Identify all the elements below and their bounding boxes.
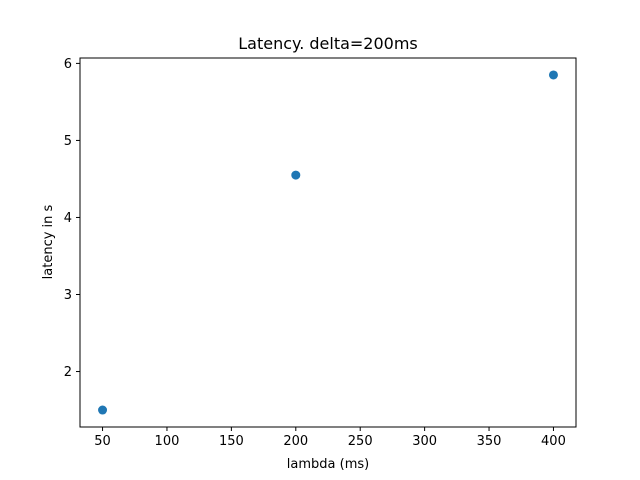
- y-axis-ticks: 2 3 4 5 6: [64, 57, 80, 380]
- y-tick-label: 6: [64, 57, 72, 72]
- x-axis-label: lambda (ms): [287, 457, 369, 472]
- x-tick-label: 250: [348, 434, 373, 449]
- y-tick-label: 2: [64, 365, 72, 380]
- x-tick-label: 400: [541, 434, 566, 449]
- scatter-point: [98, 405, 108, 415]
- x-tick-label: 100: [155, 434, 180, 449]
- scatter-point: [291, 170, 301, 180]
- x-tick-label: 200: [283, 434, 308, 449]
- data-points: [98, 70, 558, 415]
- x-tick-label: 150: [219, 434, 244, 449]
- x-tick-label: 50: [94, 434, 111, 449]
- scatter-point: [548, 70, 558, 80]
- y-tick-label: 4: [64, 211, 72, 226]
- chart-title: Latency. delta=200ms: [238, 34, 418, 53]
- y-tick-label: 5: [64, 134, 72, 149]
- y-tick-label: 3: [64, 288, 72, 303]
- y-axis-label: latency in s: [41, 204, 56, 279]
- x-tick-label: 350: [477, 434, 502, 449]
- plot-area-frame: [79, 57, 577, 428]
- x-tick-label: 300: [412, 434, 437, 449]
- x-axis-ticks: 50 100 150 200 250 300 350 400: [94, 427, 566, 449]
